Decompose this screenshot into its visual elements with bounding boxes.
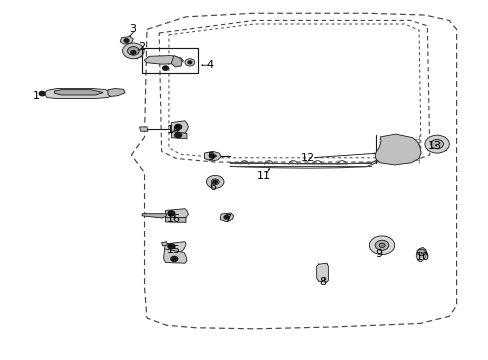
Text: 10: 10 — [415, 252, 428, 262]
Circle shape — [416, 249, 425, 256]
Circle shape — [131, 50, 136, 54]
Circle shape — [224, 216, 228, 219]
Circle shape — [170, 256, 177, 261]
Polygon shape — [171, 55, 182, 67]
Polygon shape — [316, 263, 328, 282]
Text: 7: 7 — [224, 215, 230, 224]
Polygon shape — [142, 214, 166, 218]
Circle shape — [124, 39, 129, 42]
Polygon shape — [127, 51, 142, 59]
Polygon shape — [165, 209, 188, 220]
Circle shape — [374, 240, 388, 250]
Polygon shape — [427, 147, 446, 150]
Text: 8: 8 — [318, 277, 325, 287]
Text: 2: 2 — [138, 42, 145, 52]
Text: 14: 14 — [166, 125, 181, 135]
Polygon shape — [204, 151, 221, 161]
Polygon shape — [144, 55, 183, 64]
Circle shape — [213, 180, 217, 183]
Polygon shape — [108, 89, 125, 96]
Polygon shape — [415, 247, 426, 262]
Circle shape — [162, 66, 168, 70]
Polygon shape — [54, 90, 103, 95]
Circle shape — [184, 59, 194, 66]
Polygon shape — [164, 242, 185, 252]
Circle shape — [430, 139, 443, 149]
Text: 11: 11 — [257, 171, 270, 181]
Circle shape — [378, 243, 384, 247]
Text: 13: 13 — [427, 141, 441, 151]
Text: 1: 1 — [33, 91, 40, 101]
Polygon shape — [165, 217, 185, 222]
Text: 12: 12 — [300, 153, 314, 163]
Polygon shape — [120, 37, 133, 44]
Text: 16: 16 — [166, 215, 181, 224]
Circle shape — [187, 61, 191, 64]
Text: 15: 15 — [166, 245, 181, 255]
Circle shape — [167, 211, 174, 216]
Text: 3: 3 — [128, 24, 136, 35]
Text: 4: 4 — [206, 60, 213, 70]
Circle shape — [424, 135, 448, 153]
Circle shape — [39, 91, 45, 96]
Circle shape — [209, 154, 215, 158]
Polygon shape — [163, 249, 186, 263]
Polygon shape — [44, 89, 113, 99]
Circle shape — [211, 179, 219, 185]
Polygon shape — [171, 121, 188, 134]
Polygon shape — [161, 242, 167, 246]
Text: 9: 9 — [374, 248, 382, 258]
Circle shape — [127, 46, 139, 55]
Circle shape — [174, 125, 181, 130]
Bar — [142, 48, 198, 73]
Circle shape — [206, 175, 224, 188]
Circle shape — [167, 244, 174, 249]
Polygon shape — [140, 127, 148, 131]
Circle shape — [368, 236, 394, 255]
Polygon shape — [374, 134, 420, 165]
Text: 5: 5 — [206, 152, 213, 162]
Polygon shape — [220, 213, 233, 222]
Polygon shape — [171, 132, 186, 139]
Text: 6: 6 — [209, 182, 216, 192]
Circle shape — [174, 133, 181, 138]
Circle shape — [122, 43, 144, 59]
